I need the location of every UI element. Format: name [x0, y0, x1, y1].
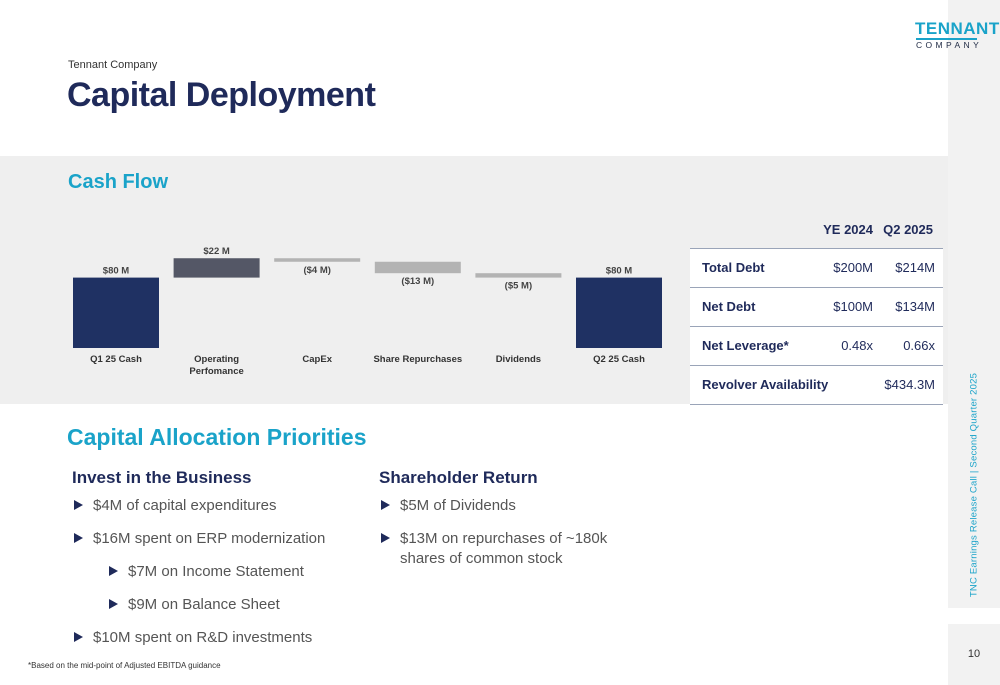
list-item: $7M on Income Statement: [109, 562, 304, 582]
priorities-title: Capital Allocation Priorities: [67, 424, 367, 450]
list-item: $9M on Balance Sheet: [109, 595, 280, 615]
page-number: 10: [967, 648, 981, 660]
list-item-text: $9M on Balance Sheet: [128, 596, 280, 613]
bullet-arrow-icon: [74, 500, 83, 510]
company-name: Tennant Company: [68, 59, 158, 71]
bullet-arrow-icon: [381, 533, 390, 543]
data-label-0: $80 M: [103, 266, 129, 277]
data-label-1: $22 M: [203, 246, 229, 257]
value-q2-2025: 0.66x: [903, 338, 935, 353]
data-label-3: ($13 M): [401, 276, 434, 287]
logo-wordmark: TENNANT: [915, 19, 1000, 38]
category-label-1-line1: Perfomance: [189, 366, 243, 377]
side-caption: TNC Earnings Release Call | Second Quart…: [968, 372, 980, 598]
list-item-text: $10M spent on R&D investments: [93, 629, 313, 646]
value-q2-2025: $434.3M: [884, 377, 935, 392]
value-q2-2025: $134M: [895, 299, 935, 314]
logo-subtitle: COMPANY: [916, 40, 983, 50]
shareholder-heading: Shareholder Return: [379, 468, 538, 487]
data-label-5: $80 M: [606, 266, 632, 277]
list-item-text: $7M on Income Statement: [128, 563, 304, 580]
bar-5: [576, 277, 662, 348]
list-item: $13M on repurchases of ~180k shares of c…: [381, 529, 621, 569]
list-item: $4M of capital expenditures: [74, 496, 276, 516]
bullet-arrow-icon: [74, 533, 83, 543]
cash-flow-title: Cash Flow: [68, 171, 169, 193]
bar-2: [274, 258, 361, 262]
invest-heading: Invest in the Business: [72, 468, 252, 487]
category-label-0: Q1 25 Cash: [90, 354, 142, 365]
value-q2-2025: $214M: [895, 260, 935, 275]
list-item: $16M spent on ERP modernization: [74, 529, 325, 549]
table-row: Net Leverage* 0.48x 0.66x: [690, 326, 943, 365]
header-q2-2025: Q2 2025: [883, 222, 933, 237]
bullet-arrow-icon: [109, 599, 118, 609]
value-ye-2024: $100M: [833, 299, 873, 314]
category-label-5: Q2 25 Cash: [593, 354, 645, 365]
data-label-4: ($5 M): [505, 281, 532, 292]
category-label-1: Operating: [194, 354, 239, 365]
category-label-4: Dividends: [496, 354, 541, 365]
table-row: Revolver Availability $434.3M: [690, 365, 943, 405]
row-label: Revolver Availability: [702, 377, 829, 392]
bullet-arrow-icon: [109, 566, 118, 576]
bar-3: [374, 261, 461, 274]
rail-divider: [948, 608, 1000, 624]
bar-4: [475, 273, 562, 278]
debt-table-header: YE 2024 Q2 2025: [690, 214, 943, 248]
list-item-text: $4M of capital expenditures: [93, 497, 277, 514]
table-row: Total Debt $200M $214M: [690, 248, 943, 287]
bullet-arrow-icon: [74, 632, 83, 642]
row-label: Net Leverage*: [702, 338, 789, 353]
category-label-3: Share Repurchases: [373, 354, 462, 365]
category-label-2: CapEx: [302, 354, 332, 365]
page-title: Capital Deployment: [67, 76, 376, 114]
logo-underline: [916, 38, 977, 40]
footnote: *Based on the mid-point of Adjusted EBIT…: [28, 661, 221, 670]
bar-1: [173, 258, 260, 278]
bar-0: [73, 277, 159, 348]
value-ye-2024: $200M: [833, 260, 873, 275]
header-ye-2024: YE 2024: [823, 222, 873, 237]
list-item: $10M spent on R&D investments: [74, 628, 312, 648]
row-label: Net Debt: [702, 299, 756, 314]
data-label-2: ($4 M): [303, 265, 330, 276]
table-row: Net Debt $100M $134M: [690, 287, 943, 326]
list-item-text: $16M spent on ERP modernization: [93, 530, 326, 547]
list-item: $5M of Dividends: [381, 496, 516, 516]
bullet-arrow-icon: [381, 500, 390, 510]
list-item-text: $13M on repurchases of ~180k shares of c…: [400, 530, 608, 567]
value-ye-2024: 0.48x: [841, 338, 873, 353]
list-item-text: $5M of Dividends: [400, 497, 516, 514]
side-rail: [948, 0, 1000, 685]
debt-table: YE 2024 Q2 2025 Total Debt $200M $214M N…: [690, 214, 943, 405]
row-label: Total Debt: [702, 260, 765, 275]
